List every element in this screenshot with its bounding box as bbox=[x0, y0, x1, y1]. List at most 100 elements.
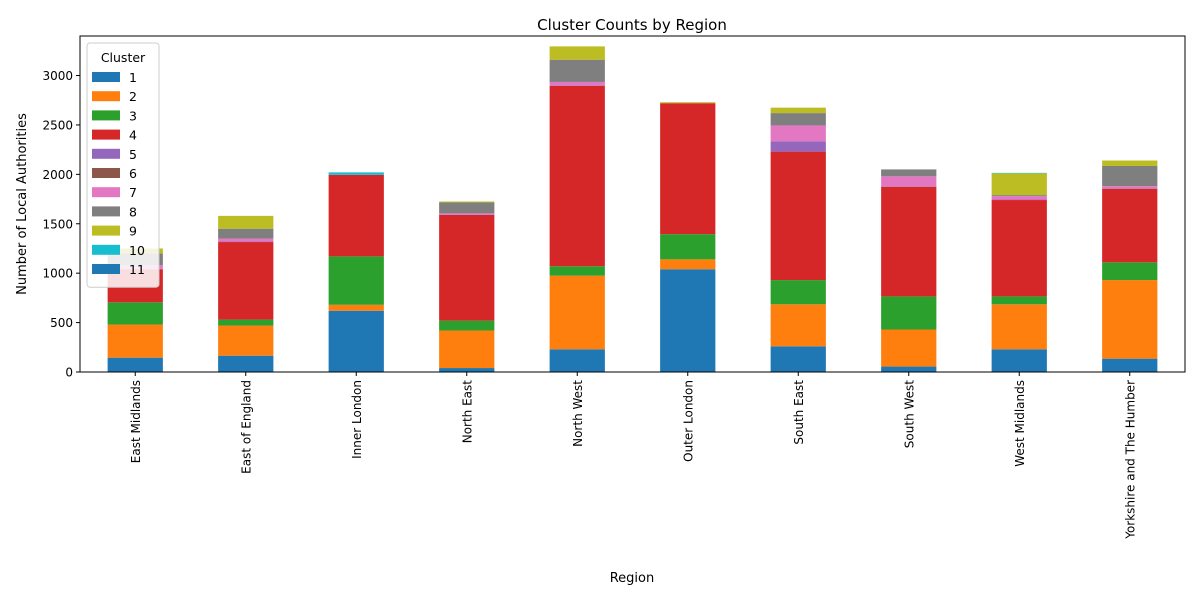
x-tick-label: West Midlands bbox=[1013, 380, 1027, 467]
bar-segment-cluster-8 bbox=[439, 203, 494, 214]
legend-swatch-cluster-8 bbox=[92, 206, 120, 216]
y-tick-label: 2000 bbox=[42, 168, 73, 182]
x-axis-label: Region bbox=[610, 571, 655, 586]
bar-segment-cluster-7 bbox=[1102, 186, 1157, 188]
bar-segment-cluster-4 bbox=[439, 215, 494, 321]
bar-segment-cluster-1 bbox=[329, 311, 384, 372]
bar-segment-cluster-3 bbox=[881, 296, 936, 329]
x-tick-label: North East bbox=[460, 380, 474, 444]
x-tick-label: Yorkshire and The Humber bbox=[1123, 380, 1137, 540]
bar-segment-cluster-9 bbox=[771, 108, 826, 113]
bar-segment-cluster-3 bbox=[218, 320, 273, 326]
bar-segment-cluster-4 bbox=[1102, 189, 1157, 263]
legend-label-cluster-2: 2 bbox=[129, 89, 137, 104]
x-tick-label: South East bbox=[792, 380, 806, 445]
bars-layer bbox=[108, 46, 1158, 372]
x-tick-label: Inner London bbox=[350, 380, 364, 459]
legend-label-cluster-7: 7 bbox=[129, 185, 137, 200]
legend-swatch-cluster-4 bbox=[92, 130, 120, 140]
bar-segment-cluster-4 bbox=[992, 200, 1047, 296]
bar-segment-cluster-1 bbox=[550, 349, 605, 372]
legend-swatch-cluster-5 bbox=[92, 149, 120, 159]
bar-segment-cluster-7 bbox=[771, 125, 826, 141]
bar-segment-cluster-7 bbox=[992, 196, 1047, 199]
bar-segment-cluster-9 bbox=[992, 173, 1047, 195]
bar-segment-cluster-8 bbox=[771, 113, 826, 125]
bar-segment-cluster-2 bbox=[439, 330, 494, 368]
x-tick-label: North West bbox=[571, 380, 585, 447]
bar-segment-cluster-8 bbox=[218, 229, 273, 239]
bar-segment-cluster-9 bbox=[218, 216, 273, 229]
bar-segment-cluster-8 bbox=[992, 195, 1047, 196]
bar-segment-cluster-2 bbox=[660, 259, 715, 269]
bar-segment-cluster-1 bbox=[992, 349, 1047, 372]
legend-label-cluster-8: 8 bbox=[129, 204, 137, 219]
bar-segment-cluster-1 bbox=[1102, 359, 1157, 372]
bar-segment-cluster-3 bbox=[771, 280, 826, 304]
bar-segment-cluster-2 bbox=[1102, 280, 1157, 359]
bar-segment-cluster-3 bbox=[329, 256, 384, 304]
bar-segment-cluster-2 bbox=[550, 276, 605, 350]
y-axis-label: Number of Local Authorities bbox=[15, 113, 30, 295]
bar-segment-cluster-1 bbox=[771, 346, 826, 372]
legend-swatch-cluster-9 bbox=[92, 226, 120, 236]
y-tick-label: 0 bbox=[65, 366, 73, 380]
bar-segment-cluster-2 bbox=[881, 330, 936, 367]
bar-segment-cluster-7 bbox=[550, 82, 605, 85]
legend-swatch-cluster-11 bbox=[92, 264, 120, 274]
x-tick-label: Outer London bbox=[681, 380, 695, 462]
y-tick-label: 1000 bbox=[42, 267, 73, 281]
bar-segment-cluster-4 bbox=[771, 152, 826, 280]
bar-segment-cluster-9 bbox=[550, 46, 605, 59]
legend-label-cluster-9: 9 bbox=[129, 224, 137, 239]
bar-segment-cluster-4 bbox=[660, 103, 715, 234]
bar-segment-cluster-2 bbox=[992, 304, 1047, 349]
legend-swatch-cluster-7 bbox=[92, 187, 120, 197]
legend-label-cluster-4: 4 bbox=[129, 128, 137, 143]
bar-segment-cluster-3 bbox=[439, 321, 494, 331]
bar-segment-cluster-9 bbox=[1102, 161, 1157, 166]
bar-segment-cluster-2 bbox=[108, 325, 163, 358]
legend-swatch-cluster-10 bbox=[92, 245, 120, 255]
bar-segment-cluster-2 bbox=[329, 305, 384, 311]
legend-swatch-cluster-2 bbox=[92, 91, 120, 101]
bar-segment-cluster-4 bbox=[218, 242, 273, 320]
legend-label-cluster-1: 1 bbox=[129, 70, 137, 85]
bar-segment-cluster-3 bbox=[108, 302, 163, 324]
bar-segment-cluster-3 bbox=[992, 296, 1047, 304]
legend-label-cluster-3: 3 bbox=[129, 108, 137, 123]
y-tick-label: 500 bbox=[50, 316, 73, 330]
legend-swatch-cluster-3 bbox=[92, 110, 120, 120]
bar-segment-cluster-8 bbox=[550, 60, 605, 82]
bar-segment-cluster-8 bbox=[881, 169, 936, 176]
bar-segment-cluster-1 bbox=[881, 367, 936, 372]
bar-segment-cluster-4 bbox=[329, 175, 384, 257]
legend-label-cluster-11: 11 bbox=[129, 262, 145, 277]
bar-segment-cluster-1 bbox=[439, 368, 494, 372]
bar-segment-cluster-2 bbox=[218, 326, 273, 356]
bar-segment-cluster-2 bbox=[771, 304, 826, 346]
legend-label-cluster-10: 10 bbox=[129, 243, 145, 258]
bar-segment-cluster-1 bbox=[660, 269, 715, 372]
y-tick-label: 3000 bbox=[42, 69, 73, 83]
bar-segment-cluster-7 bbox=[218, 239, 273, 242]
chart-title: Cluster Counts by Region bbox=[537, 16, 727, 34]
legend-label-cluster-6: 6 bbox=[129, 166, 137, 181]
y-tick-label: 2500 bbox=[42, 118, 73, 132]
x-tick-label: East Midlands bbox=[129, 380, 143, 463]
y-axis: 0 500 1000 1500 2000 2500 3000 bbox=[42, 69, 80, 379]
bar-segment-cluster-4 bbox=[550, 86, 605, 266]
legend-label-cluster-5: 5 bbox=[129, 147, 137, 162]
bar-segment-cluster-9 bbox=[660, 102, 715, 103]
y-tick-label: 1500 bbox=[42, 217, 73, 231]
bar-segment-cluster-1 bbox=[218, 356, 273, 372]
bar-segment-cluster-5 bbox=[771, 141, 826, 151]
bar-segment-cluster-1 bbox=[108, 358, 163, 372]
bar-segment-cluster-3 bbox=[550, 266, 605, 275]
bar-segment-cluster-8 bbox=[1102, 166, 1157, 186]
bar-segment-cluster-10 bbox=[329, 172, 384, 174]
